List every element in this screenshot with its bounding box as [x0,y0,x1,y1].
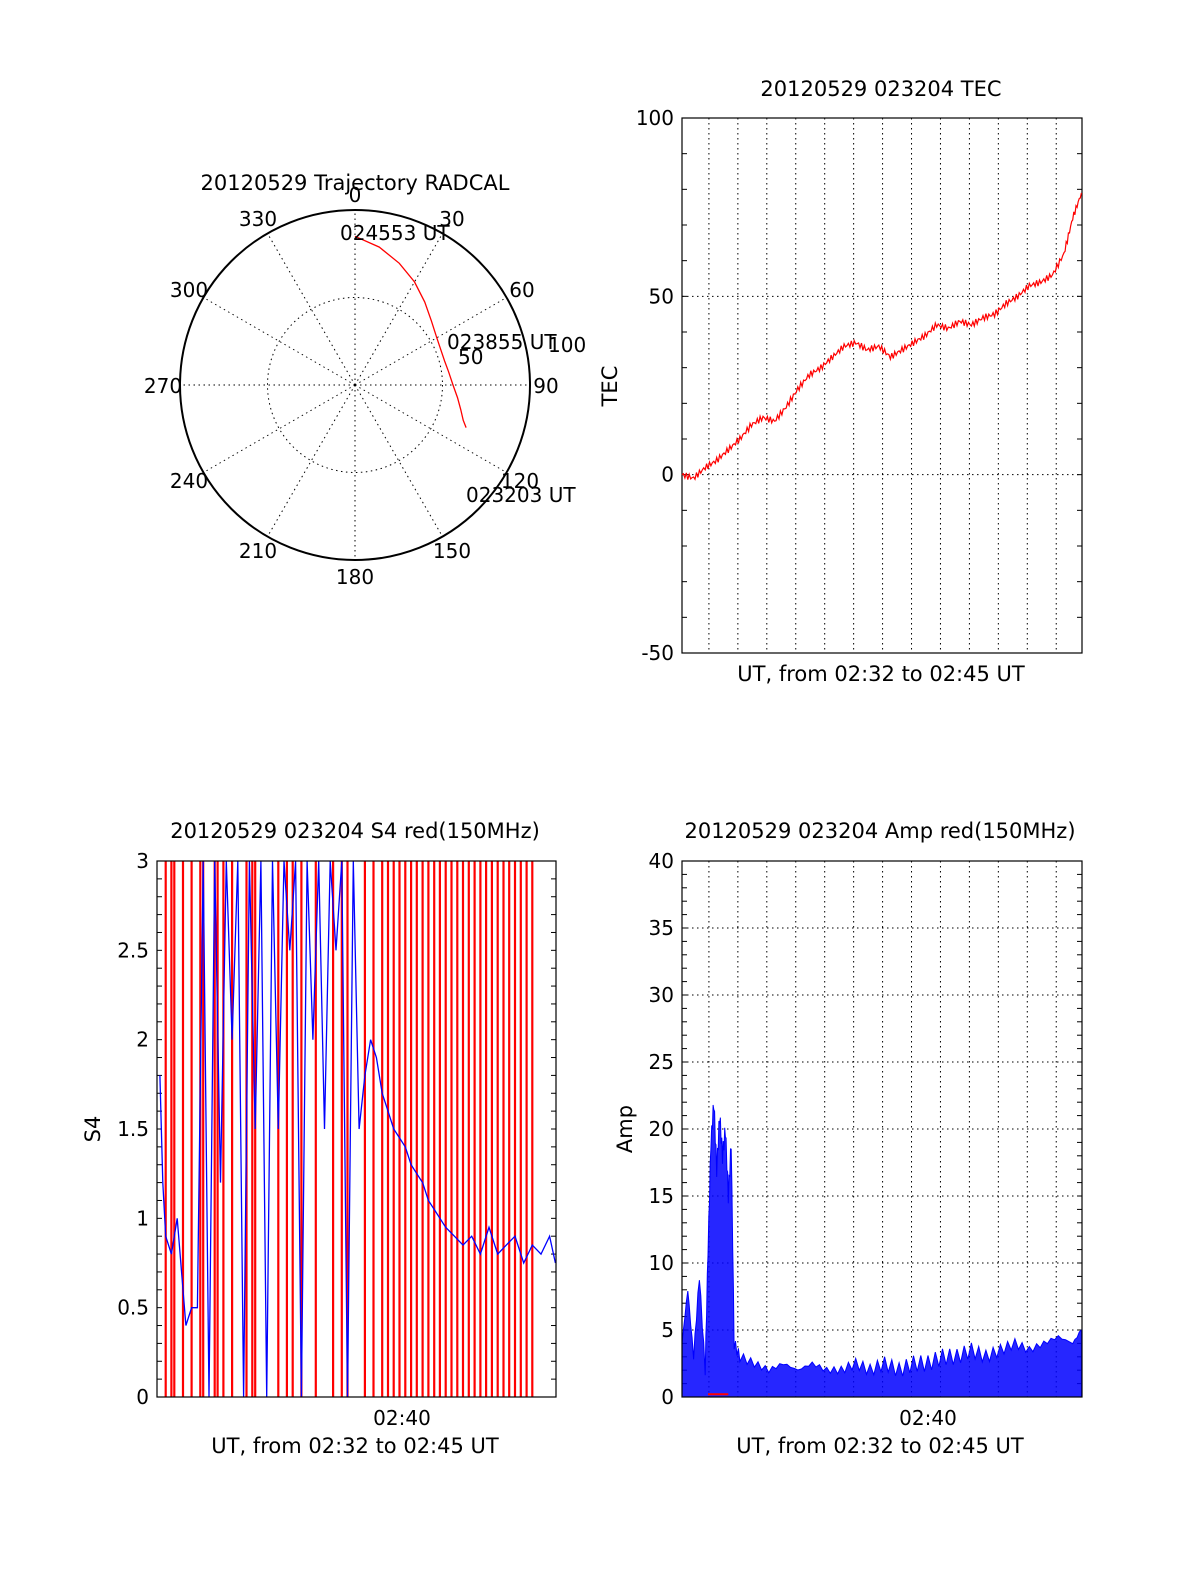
s4-yticks-label: 2.5 [117,938,149,962]
tec-series-line [681,192,1082,481]
polar-angle-label-150: 150 [433,539,471,563]
polar-angle-label-30: 30 [439,207,464,231]
amp-y-tick-labels: 0 5 10 15 20 25 30 35 40 [649,849,674,1409]
tec-y-axis-label: TEC [598,366,622,408]
s4-yticks-label: 3 [136,849,149,873]
tec-grid [682,118,1082,653]
polar-angle-label-0: 0 [349,183,362,207]
amp-x-axis-label: UT, from 02:32 to 02:45 UT [736,1434,1024,1458]
polar-angle-label-330: 330 [239,207,277,231]
amp-blue-series [681,1104,1082,1398]
polar-spoke-330 [267,233,356,386]
s4-yticks-label: 1 [136,1206,149,1230]
amp-yticks-label: 5 [661,1318,674,1342]
s4-yticks-label: 1.5 [117,1117,149,1141]
s4-title: 20120529 023204 S4 red(150MHz) [170,819,540,843]
tec-minor-ticks [682,117,1082,654]
trajectory-title: 20120529 Trajectory RADCAL [201,171,510,195]
polar-angle-label-270: 270 [144,374,182,398]
s4-yticks-label: 2 [136,1028,149,1052]
polar-outer-ring [179,209,531,561]
amp-title: 20120529 023204 Amp red(150MHz) [684,819,1075,843]
polar-angle-label-240: 240 [170,469,208,493]
polar-spoke-300 [203,297,356,386]
tec-yticks-label: -50 [641,641,674,665]
polar-angle-label-210: 210 [239,539,277,563]
tec-y-tick-labels: -50 0 50 100 [636,106,674,665]
tec-yticks-label: 50 [649,284,674,308]
s4-red-series [164,861,534,1397]
polar-angle-label-300: 300 [170,278,208,302]
polar-angle-label-180: 180 [336,565,374,589]
tec-plot-frame [681,117,1083,654]
trajectory-panel: 20120529 Trajectory RADCAL 0 30 60 90 120 150… [144,171,586,589]
trajectory-annotation-end: 024553 UT [340,221,450,245]
amp-yticks-label: 20 [649,1117,674,1141]
s4-plot-frame [156,860,557,1398]
s4-y-tick-labels: 0 0.5 1 1.5 2 2.5 3 [117,849,149,1409]
polar-angle-label-60: 60 [509,278,534,302]
tec-yticks-label: 0 [661,463,674,487]
amp-yticks-label: 0 [661,1385,674,1409]
polar-spoke-60 [354,297,507,386]
polar-spoke-30 [354,233,443,386]
s4-y-axis-label: S4 [81,1116,105,1143]
amp-yticks-label: 25 [649,1050,674,1074]
polar-inner-ring [267,297,443,473]
polar-spoke-240 [203,384,356,473]
amp-x-tick-0240: 02:40 [899,1406,957,1430]
tec-yticks-label: 100 [636,106,674,130]
s4-x-tick-0240: 02:40 [373,1406,431,1430]
s4-yticks-label: 0 [136,1385,149,1409]
amp-yticks-label: 30 [649,983,674,1007]
amp-yticks-label: 15 [649,1184,674,1208]
trajectory-annotation-mid: 023855 UT [447,330,557,354]
tec-panel: 20120529 023204 TEC -50 0 50 100 UT, from 0… [598,77,1083,686]
amp-y-axis-label: Amp [613,1105,637,1153]
polar-radial-label-50: 50 [458,345,483,369]
tec-title: 20120529 023204 TEC [760,77,1001,101]
s4-yticks-label: 0.5 [117,1296,149,1320]
polar-spoke-120 [354,384,507,473]
polar-angle-label-90: 90 [533,374,558,398]
s4-panel: 20120529 023204 S4 red(150MHz) 0 0.5 1 1.5 2… [81,819,557,1458]
amp-yticks-label: 40 [649,849,674,873]
polar-spokes [180,210,530,560]
s4-blue-series-line [159,860,557,1398]
amp-plot-frame [681,860,1083,1398]
polar-spoke-210 [267,384,356,537]
amp-grid [682,861,1082,1397]
trajectory-annotation-start: 023203 UT [466,483,576,507]
polar-angle-labels: 0 30 60 90 120 150 180 210 240 270 300 330 [144,183,559,589]
trajectory-line [354,235,467,428]
amp-panel: 20120529 023204 Amp red(150MHz) 0 5 10 15 20… [613,819,1083,1458]
s4-x-axis-label: UT, from 02:32 to 02:45 UT [211,1434,499,1458]
tec-x-axis-label: UT, from 02:32 to 02:45 UT [737,662,1025,686]
amp-yticks-label: 10 [649,1251,674,1275]
amp-yticks-label: 35 [649,916,674,940]
polar-radial-label-100: 100 [548,333,586,357]
polar-spoke-150 [354,384,443,537]
polar-angle-label-120: 120 [501,469,539,493]
